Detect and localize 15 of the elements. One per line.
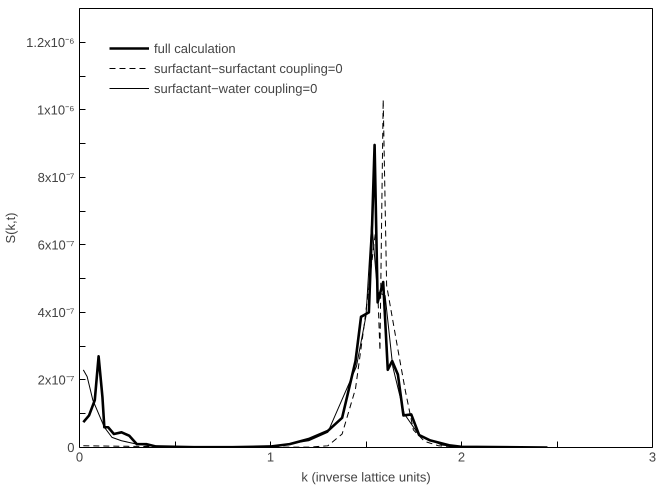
x-tick-label: 2 bbox=[458, 450, 466, 464]
y-tick-label: 2x10⁻⁷ bbox=[38, 372, 75, 388]
y-tick-label: 8x10⁻⁷ bbox=[38, 170, 75, 185]
legend-label: full calculation bbox=[154, 40, 236, 56]
x-tick-label: 1 bbox=[266, 450, 274, 464]
y-axis-title: S(k,t) bbox=[3, 212, 18, 244]
y-tick-label: 1x10⁻⁶ bbox=[36, 102, 75, 118]
x-tick-label: 3 bbox=[648, 450, 656, 464]
x-axis-title: k (inverse lattice units) bbox=[301, 470, 431, 484]
y-tick-label: 1.2x10⁻⁶ bbox=[26, 34, 75, 50]
legend-label: surfactant−water coupling=0 bbox=[154, 80, 318, 96]
legend-label: surfactant−surfactant coupling=0 bbox=[154, 60, 343, 76]
y-tick-label: 6x10⁻⁷ bbox=[38, 237, 75, 252]
y-tick-label: 4x10⁻⁷ bbox=[38, 304, 75, 320]
y-tick-label: 0 bbox=[67, 440, 75, 455]
